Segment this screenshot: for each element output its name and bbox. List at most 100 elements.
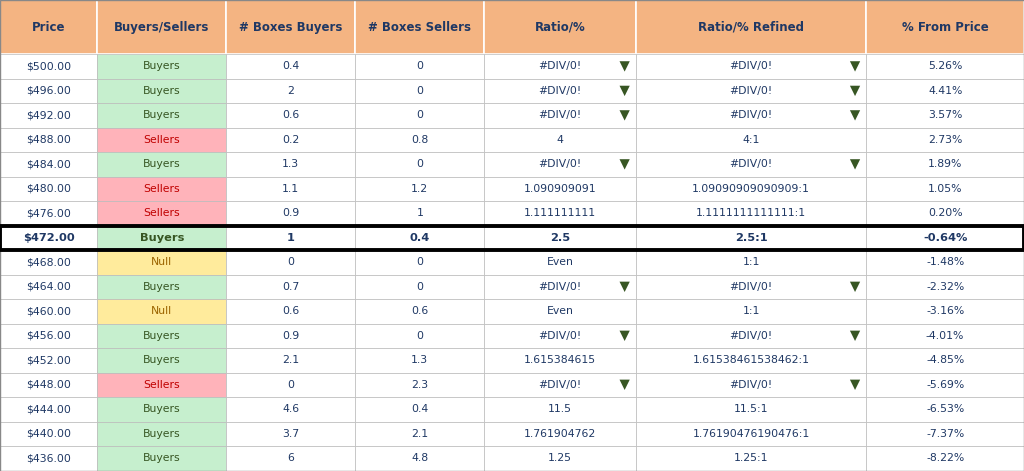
Bar bbox=[484, 324, 636, 348]
Bar bbox=[97, 54, 226, 79]
Text: 0.20%: 0.20% bbox=[928, 208, 963, 219]
Text: 0: 0 bbox=[417, 159, 423, 170]
Text: 0.7: 0.7 bbox=[283, 282, 299, 292]
Bar bbox=[484, 446, 636, 471]
Bar bbox=[226, 103, 355, 128]
Text: -0.64%: -0.64% bbox=[923, 233, 968, 243]
Bar bbox=[97, 397, 226, 422]
Polygon shape bbox=[850, 282, 860, 292]
Bar bbox=[355, 299, 484, 324]
Bar bbox=[484, 79, 636, 103]
Text: $440.00: $440.00 bbox=[27, 429, 71, 439]
Bar bbox=[484, 348, 636, 373]
Text: 0: 0 bbox=[417, 257, 423, 268]
Text: 1.3: 1.3 bbox=[412, 355, 428, 365]
Bar bbox=[0, 275, 97, 299]
Text: Buyers/Sellers: Buyers/Sellers bbox=[114, 21, 210, 33]
Bar bbox=[355, 152, 484, 177]
Text: Buyers: Buyers bbox=[143, 404, 180, 414]
Bar bbox=[226, 0, 355, 54]
Bar bbox=[636, 397, 866, 422]
Bar bbox=[0, 348, 97, 373]
Bar bbox=[866, 250, 1024, 275]
Bar bbox=[355, 324, 484, 348]
Text: Sellers: Sellers bbox=[143, 208, 180, 219]
Text: Buyers: Buyers bbox=[143, 453, 180, 463]
Text: 0.6: 0.6 bbox=[283, 110, 299, 121]
Bar bbox=[866, 446, 1024, 471]
Bar bbox=[0, 397, 97, 422]
Bar bbox=[636, 422, 866, 446]
Text: 2.5: 2.5 bbox=[550, 233, 570, 243]
Bar bbox=[97, 152, 226, 177]
Text: 4.8: 4.8 bbox=[412, 453, 428, 463]
Bar bbox=[484, 128, 636, 152]
Bar bbox=[355, 79, 484, 103]
Text: 0: 0 bbox=[288, 380, 294, 390]
Bar bbox=[226, 373, 355, 397]
Text: #DIV/0!: #DIV/0! bbox=[729, 61, 773, 72]
Bar bbox=[355, 128, 484, 152]
Text: 4.6: 4.6 bbox=[283, 404, 299, 414]
Bar bbox=[636, 152, 866, 177]
Text: 0.2: 0.2 bbox=[283, 135, 299, 145]
Bar bbox=[226, 152, 355, 177]
Bar bbox=[226, 299, 355, 324]
Bar bbox=[484, 103, 636, 128]
Text: 0.6: 0.6 bbox=[283, 306, 299, 317]
Text: 4:1: 4:1 bbox=[742, 135, 760, 145]
Bar bbox=[484, 201, 636, 226]
Text: #DIV/0!: #DIV/0! bbox=[539, 110, 582, 121]
Text: % From Price: % From Price bbox=[902, 21, 988, 33]
Bar bbox=[866, 275, 1024, 299]
Text: Ratio/%: Ratio/% bbox=[535, 21, 586, 33]
Text: Buyers: Buyers bbox=[143, 429, 180, 439]
Polygon shape bbox=[850, 86, 860, 96]
Text: Sellers: Sellers bbox=[143, 135, 180, 145]
Text: 0.4: 0.4 bbox=[412, 404, 428, 414]
Text: $460.00: $460.00 bbox=[27, 306, 71, 317]
Polygon shape bbox=[850, 380, 860, 390]
Text: 1.25: 1.25 bbox=[548, 453, 572, 463]
Bar bbox=[355, 226, 484, 250]
Text: 0: 0 bbox=[417, 110, 423, 121]
Bar bbox=[97, 446, 226, 471]
Bar bbox=[636, 324, 866, 348]
Text: 0.9: 0.9 bbox=[283, 331, 299, 341]
Bar bbox=[484, 275, 636, 299]
Text: 1:1: 1:1 bbox=[742, 306, 760, 317]
Bar bbox=[226, 177, 355, 201]
Bar bbox=[0, 152, 97, 177]
Text: $452.00: $452.00 bbox=[27, 355, 71, 365]
Bar bbox=[355, 103, 484, 128]
Bar bbox=[97, 373, 226, 397]
Bar bbox=[355, 250, 484, 275]
Text: 1.1: 1.1 bbox=[283, 184, 299, 194]
Bar bbox=[97, 128, 226, 152]
Bar bbox=[484, 397, 636, 422]
Bar bbox=[226, 275, 355, 299]
Text: 0.4: 0.4 bbox=[283, 61, 299, 72]
Text: #DIV/0!: #DIV/0! bbox=[539, 331, 582, 341]
Bar bbox=[226, 348, 355, 373]
Polygon shape bbox=[850, 110, 860, 121]
Bar bbox=[484, 299, 636, 324]
Bar bbox=[636, 446, 866, 471]
Bar bbox=[355, 275, 484, 299]
Bar bbox=[355, 0, 484, 54]
Bar bbox=[0, 299, 97, 324]
Bar bbox=[226, 79, 355, 103]
Text: Buyers: Buyers bbox=[139, 233, 184, 243]
Text: 1.2: 1.2 bbox=[412, 184, 428, 194]
Bar bbox=[355, 201, 484, 226]
Text: 0: 0 bbox=[417, 86, 423, 96]
Text: 0.6: 0.6 bbox=[412, 306, 428, 317]
Text: -5.69%: -5.69% bbox=[926, 380, 965, 390]
Bar bbox=[484, 0, 636, 54]
Polygon shape bbox=[620, 380, 630, 390]
Text: $488.00: $488.00 bbox=[27, 135, 71, 145]
Text: 2.1: 2.1 bbox=[412, 429, 428, 439]
Bar bbox=[636, 54, 866, 79]
Text: 0.8: 0.8 bbox=[412, 135, 428, 145]
Text: -6.53%: -6.53% bbox=[926, 404, 965, 414]
